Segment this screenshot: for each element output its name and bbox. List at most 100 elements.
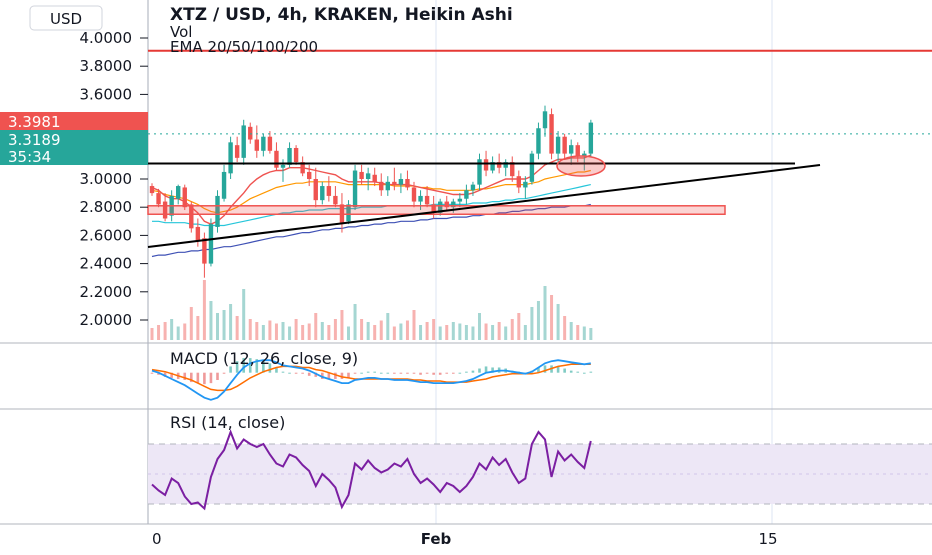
candle-body	[215, 195, 220, 227]
price-tick-label: 2.8000	[80, 198, 133, 216]
volume-bar	[517, 313, 521, 340]
candle-body	[457, 198, 463, 202]
highlight-ellipse	[556, 155, 606, 177]
macd-histogram-bar	[478, 368, 481, 373]
candle-body	[438, 201, 443, 213]
candle-body	[156, 193, 161, 205]
volume-bar	[550, 295, 554, 340]
candle-body	[444, 201, 449, 208]
volume-bar	[307, 323, 311, 340]
macd-histogram-bar	[556, 366, 560, 373]
volume-bar	[294, 319, 298, 340]
macd-histogram-bar	[314, 372, 318, 377]
macd-histogram-bar	[452, 372, 455, 374]
macd-histogram-bar	[412, 372, 416, 374]
macd-histogram-bar	[196, 372, 200, 384]
candle-body	[575, 145, 580, 157]
candle-body	[287, 147, 292, 165]
macd-histogram-bar	[386, 372, 390, 374]
candle-body	[582, 153, 587, 157]
volume-bar	[589, 328, 593, 340]
candle-body	[189, 204, 194, 229]
volume-bar	[268, 320, 272, 340]
candle-body	[398, 179, 404, 185]
candle-body	[228, 142, 233, 174]
macd-histogram-bar	[209, 372, 213, 384]
macd-histogram-bar	[425, 372, 429, 374]
macd-histogram-bar	[347, 372, 350, 378]
candle-body	[333, 195, 338, 205]
volume-bar	[432, 319, 436, 340]
macd-histogram-bar	[222, 372, 226, 374]
rsi-line	[151, 429, 592, 511]
volume-bar	[536, 301, 540, 340]
candle-body	[405, 179, 410, 188]
macd-histogram-bar	[399, 372, 403, 374]
volume-bar	[288, 326, 292, 340]
candle-body	[300, 162, 305, 174]
candle-body	[418, 195, 423, 202]
candle-body	[431, 204, 436, 213]
volume-bar	[464, 325, 468, 340]
candle-body	[182, 187, 187, 208]
volume-bar	[412, 310, 416, 340]
volume-bar	[458, 323, 462, 340]
volume-bar	[281, 322, 285, 340]
candle-body	[510, 162, 515, 177]
volume-bar	[301, 325, 305, 340]
price-tick-label: 2.0000	[80, 311, 133, 329]
currency-button[interactable]	[29, 5, 103, 31]
support-zone	[147, 205, 726, 215]
macd-histogram-bar	[170, 372, 173, 378]
candle-body	[516, 176, 521, 188]
volume-bar	[510, 319, 514, 340]
candle-body	[352, 170, 358, 208]
candle-body	[529, 153, 535, 182]
volume-label: Vol	[170, 23, 192, 41]
candle-body	[176, 186, 181, 199]
macd-histogram-bar	[248, 358, 252, 373]
macd-line	[151, 359, 591, 401]
ema100-line	[152, 184, 591, 227]
price-tick-label: 2.2000	[80, 283, 133, 301]
price-label-3-text: 35:34	[8, 148, 51, 166]
volume-bar	[360, 319, 364, 340]
macd-histogram-bar	[589, 371, 593, 373]
price-label-2-text: 3.3189	[8, 131, 61, 149]
candle-body	[477, 159, 482, 185]
candle-body	[248, 126, 253, 140]
macd-histogram-bar	[419, 372, 422, 375]
volume-bar	[314, 313, 318, 340]
volume-bar	[471, 326, 475, 340]
currency-button-label[interactable]: USD	[50, 10, 82, 28]
candle-body	[346, 204, 351, 222]
macd-histogram-bar	[216, 372, 219, 380]
volume-bar	[530, 307, 534, 340]
candle-body	[274, 150, 279, 168]
grid-lines	[0, 0, 932, 525]
chart-title: XTZ / USD, 4h, KRAKEN, Heikin Ashi	[170, 5, 513, 25]
volume-bar	[327, 325, 331, 340]
drawing-overlays	[147, 49, 932, 248]
volume-bar	[261, 325, 265, 340]
volume-bar	[569, 322, 573, 340]
candle-body	[483, 159, 489, 171]
volume-bar	[373, 325, 377, 340]
macd-histogram-bar	[406, 372, 409, 374]
price-pane	[149, 105, 594, 340]
macd-histogram-bar	[353, 372, 357, 374]
macd-histogram-bar	[576, 371, 580, 373]
volume-bar	[523, 325, 527, 340]
candle-body	[555, 136, 561, 154]
macd-histogram-bar	[281, 371, 285, 373]
candle-body	[451, 201, 456, 208]
price-label-1-text: 3.3981	[8, 113, 61, 131]
macd-histogram-bar	[163, 372, 167, 377]
rsi-pane	[148, 429, 932, 511]
time-tick-label: 15	[758, 530, 777, 548]
price-tick-label: 3.0000	[80, 170, 133, 188]
volume-bar	[451, 322, 455, 340]
candle-body	[359, 171, 364, 179]
macd-histogram-bar	[360, 372, 363, 374]
